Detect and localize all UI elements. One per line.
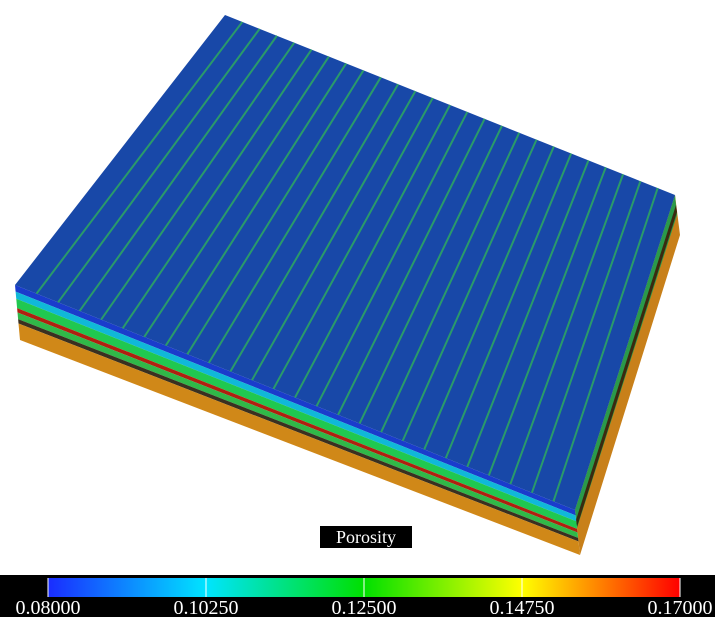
- front-face-layer: [15, 291, 577, 522]
- stripe: [337, 118, 486, 416]
- stripe: [229, 83, 399, 373]
- stripe: [143, 55, 330, 338]
- stripe: [358, 125, 503, 424]
- top-face: [15, 15, 675, 510]
- right-face-layer: [576, 205, 677, 527]
- stripe: [444, 153, 573, 459]
- stripe: [294, 104, 451, 398]
- stripe: [380, 132, 521, 433]
- stripe: [401, 139, 538, 442]
- front-face-layer: [17, 308, 578, 533]
- stripe: [57, 28, 261, 303]
- stripe: [207, 76, 382, 364]
- stripe: [121, 49, 313, 329]
- stripe: [509, 173, 625, 485]
- stripe: [530, 180, 642, 494]
- stripe: [272, 97, 434, 390]
- stripe: [164, 62, 347, 347]
- stripe: [251, 90, 417, 381]
- front-face-layer: [18, 323, 580, 555]
- stripe: [78, 35, 278, 312]
- label-box: [320, 526, 412, 548]
- stripe: [186, 69, 365, 355]
- reservoir-model: [15, 15, 680, 555]
- colorbar-tick-label: 0.08000: [16, 597, 81, 617]
- stripe: [552, 187, 659, 502]
- colorbar-tick-label: 0.12500: [332, 597, 397, 617]
- stripe: [487, 166, 607, 476]
- front-face-layer: [18, 319, 579, 542]
- colorbar-tick-label: 0.14750: [490, 597, 555, 617]
- stripe: [100, 42, 296, 321]
- colorbar-title: Porosity: [336, 527, 396, 547]
- stripe: [423, 146, 555, 450]
- colorbar-tick-label: 0.10250: [174, 597, 239, 617]
- stripe: [315, 111, 469, 407]
- stripe: [35, 21, 244, 295]
- front-face-layer: [17, 312, 579, 538]
- stripe: [466, 160, 590, 468]
- colorbar-tick-label: 0.17000: [648, 597, 713, 617]
- front-face-layer: [15, 285, 576, 516]
- front-face-layer: [16, 298, 578, 529]
